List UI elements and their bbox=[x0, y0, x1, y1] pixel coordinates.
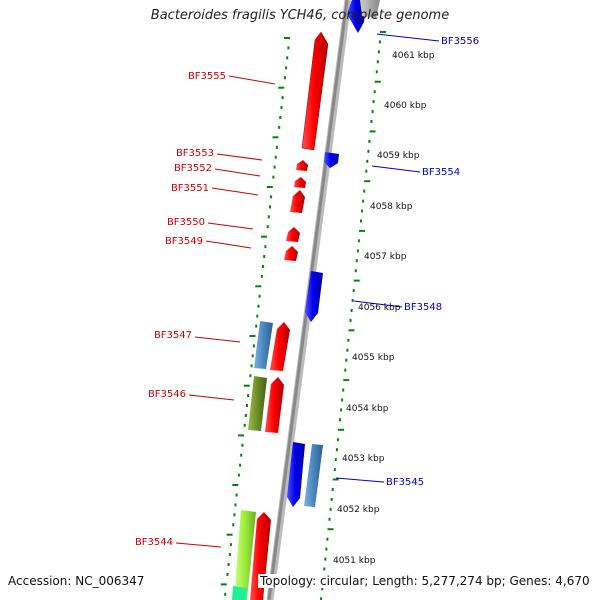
kbp-label-4059: 4059 kbp bbox=[377, 151, 420, 161]
kbp-label-4060: 4060 kbp bbox=[384, 101, 427, 111]
gene-arrow-bf3546[interactable] bbox=[265, 377, 284, 433]
gene-label-bf3555[interactable]: BF3555 bbox=[188, 71, 226, 82]
kbp-label-4052: 4052 kbp bbox=[337, 505, 380, 515]
gene-bar-steelblue-reverse[interactable] bbox=[304, 444, 323, 507]
forward-gene-labels: BF3555 BF3553 BF3552 BF3551 BF3550 BF354… bbox=[135, 71, 276, 548]
topology-text: Topology: circular; Length: 5,277,274 bp… bbox=[258, 574, 590, 588]
gene-arrow-bf3552[interactable] bbox=[294, 177, 306, 188]
gene-bar-olive[interactable] bbox=[248, 376, 267, 431]
gene-label-bf3552[interactable]: BF3552 bbox=[174, 163, 212, 174]
gene-arrow-bf3544[interactable] bbox=[250, 512, 271, 600]
gene-arrow-bf3554[interactable] bbox=[324, 152, 339, 168]
gene-label-bf3551[interactable]: BF3551 bbox=[171, 183, 209, 194]
gene-label-bf3546[interactable]: BF3546 bbox=[148, 389, 186, 400]
gene-label-bf3545[interactable]: BF3545 bbox=[386, 477, 424, 488]
kbp-label-4061: 4061 kbp bbox=[392, 51, 435, 61]
gene-bar-teal[interactable] bbox=[232, 586, 247, 600]
gene-bar-steelblue-1[interactable] bbox=[254, 321, 273, 369]
gene-label-bf3544[interactable]: BF3544 bbox=[135, 537, 173, 548]
gene-bar-lime[interactable] bbox=[234, 510, 256, 600]
kbp-label-4051: 4051 kbp bbox=[333, 556, 376, 566]
gene-label-bf3550[interactable]: BF3550 bbox=[167, 217, 205, 228]
outer-tick-track bbox=[320, 31, 386, 600]
gene-arrow-bf3548[interactable] bbox=[305, 271, 323, 322]
gene-label-bf3547[interactable]: BF3547 bbox=[154, 330, 192, 341]
gene-arrow-bf3551[interactable] bbox=[290, 190, 305, 213]
kbp-label-4053: 4053 kbp bbox=[342, 454, 385, 464]
other-genes bbox=[232, 0, 380, 600]
reverse-strand-genes bbox=[287, 0, 366, 507]
forward-strand-genes bbox=[250, 31, 329, 600]
gene-label-bf3556[interactable]: BF3556 bbox=[441, 36, 479, 47]
gene-label-bf3549[interactable]: BF3549 bbox=[165, 236, 203, 247]
gene-bar-grey[interactable] bbox=[360, 0, 380, 18]
accession-text: Accession: NC_006347 bbox=[8, 574, 145, 588]
gene-arrow-bf3555[interactable] bbox=[301, 31, 329, 151]
genome-title: Bacteroides fragilis YCH46, complete gen… bbox=[150, 8, 450, 23]
kbp-label-4058: 4058 kbp bbox=[370, 202, 413, 212]
reverse-gene-labels: BF3556 BF3554 BF3548 BF3545 bbox=[335, 33, 479, 488]
kbp-label-4054: 4054 kbp bbox=[346, 404, 389, 414]
gene-arrow-bf3549[interactable] bbox=[284, 246, 298, 261]
kbp-label-4056: 4056 kbp bbox=[358, 303, 401, 313]
gene-label-bf3554[interactable]: BF3554 bbox=[422, 167, 460, 178]
kbp-label-4055: 4055 kbp bbox=[352, 353, 395, 363]
kbp-scale-labels: 4061 kbp 4060 kbp 4059 kbp 4058 kbp 4057… bbox=[333, 51, 435, 566]
gene-arrow-bf3553[interactable] bbox=[296, 160, 308, 171]
gene-arrow-bf3547[interactable] bbox=[270, 322, 290, 371]
gene-label-bf3548[interactable]: BF3548 bbox=[404, 302, 442, 313]
gene-arrow-bf3545[interactable] bbox=[287, 442, 305, 507]
gene-label-bf3553[interactable]: BF3553 bbox=[176, 148, 214, 159]
gene-arrow-bf3550[interactable] bbox=[286, 227, 300, 242]
kbp-label-4057: 4057 kbp bbox=[364, 252, 407, 262]
inner-tick-track bbox=[220, 37, 290, 596]
